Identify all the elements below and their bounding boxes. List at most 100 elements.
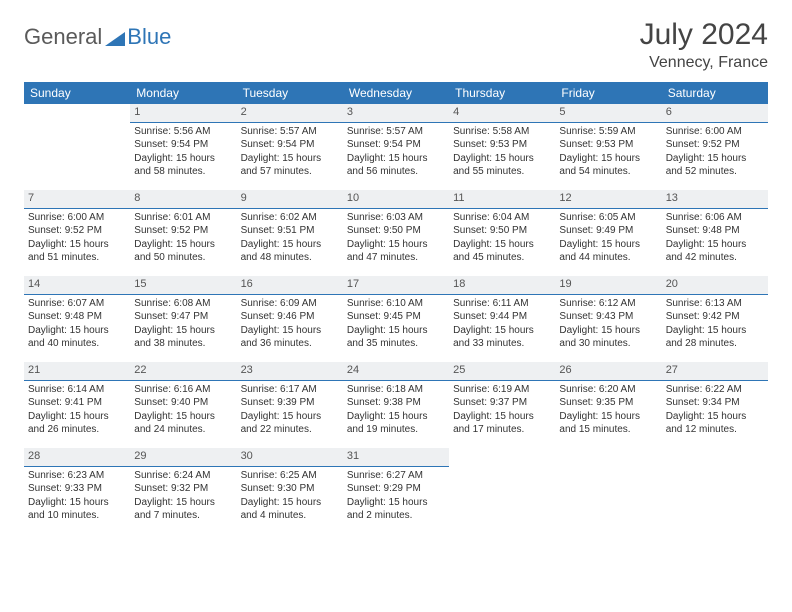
day-number: 21 — [24, 362, 130, 381]
sunset-text: Sunset: 9:54 PM — [134, 139, 232, 152]
daylight-text-2: and 38 minutes. — [134, 338, 232, 351]
day-number: 10 — [343, 190, 449, 209]
calendar-day-cell: 9Sunrise: 6:02 AMSunset: 9:51 PMDaylight… — [237, 190, 343, 276]
daylight-text-2: and 22 minutes. — [241, 424, 339, 437]
calendar-day-cell: 29Sunrise: 6:24 AMSunset: 9:32 PMDayligh… — [130, 448, 236, 534]
sunset-text: Sunset: 9:52 PM — [134, 225, 232, 238]
sunrise-text: Sunrise: 6:19 AM — [453, 384, 551, 397]
daylight-text-1: Daylight: 15 hours — [347, 497, 445, 510]
day-number: 16 — [237, 276, 343, 295]
sunrise-text: Sunrise: 6:27 AM — [347, 470, 445, 483]
sunset-text: Sunset: 9:52 PM — [28, 225, 126, 238]
sunset-text: Sunset: 9:53 PM — [453, 139, 551, 152]
sunset-text: Sunset: 9:29 PM — [347, 483, 445, 496]
sunrise-text: Sunrise: 5:56 AM — [134, 126, 232, 139]
day-number: 28 — [24, 448, 130, 467]
sunrise-text: Sunrise: 5:57 AM — [347, 126, 445, 139]
calendar-day-cell: 23Sunrise: 6:17 AMSunset: 9:39 PMDayligh… — [237, 362, 343, 448]
daylight-text-2: and 19 minutes. — [347, 424, 445, 437]
day-number: 14 — [24, 276, 130, 295]
day-number: 6 — [662, 104, 768, 123]
sunrise-text: Sunrise: 5:58 AM — [453, 126, 551, 139]
daylight-text-1: Daylight: 15 hours — [241, 325, 339, 338]
daylight-text-1: Daylight: 15 hours — [666, 153, 764, 166]
daylight-text-1: Daylight: 15 hours — [241, 497, 339, 510]
sunrise-text: Sunrise: 6:03 AM — [347, 212, 445, 225]
sunrise-text: Sunrise: 6:23 AM — [28, 470, 126, 483]
sunrise-text: Sunrise: 6:02 AM — [241, 212, 339, 225]
sunset-text: Sunset: 9:47 PM — [134, 311, 232, 324]
sunset-text: Sunset: 9:37 PM — [453, 397, 551, 410]
daylight-text-1: Daylight: 15 hours — [347, 411, 445, 424]
daylight-text-1: Daylight: 15 hours — [28, 497, 126, 510]
calendar-day-cell: 18Sunrise: 6:11 AMSunset: 9:44 PMDayligh… — [449, 276, 555, 362]
sunset-text: Sunset: 9:46 PM — [241, 311, 339, 324]
sunrise-text: Sunrise: 6:18 AM — [347, 384, 445, 397]
sunrise-text: Sunrise: 6:24 AM — [134, 470, 232, 483]
sunrise-text: Sunrise: 6:08 AM — [134, 298, 232, 311]
sunset-text: Sunset: 9:45 PM — [347, 311, 445, 324]
daylight-text-2: and 10 minutes. — [28, 510, 126, 523]
day-number: 20 — [662, 276, 768, 295]
sunrise-text: Sunrise: 6:25 AM — [241, 470, 339, 483]
logo-text-1: General — [24, 24, 102, 50]
daylight-text-1: Daylight: 15 hours — [666, 411, 764, 424]
daylight-text-1: Daylight: 15 hours — [666, 239, 764, 252]
daylight-text-2: and 48 minutes. — [241, 252, 339, 265]
daylight-text-2: and 30 minutes. — [559, 338, 657, 351]
calendar-week-row: 21Sunrise: 6:14 AMSunset: 9:41 PMDayligh… — [24, 362, 768, 448]
sunrise-text: Sunrise: 6:20 AM — [559, 384, 657, 397]
calendar-day-cell: 24Sunrise: 6:18 AMSunset: 9:38 PMDayligh… — [343, 362, 449, 448]
calendar-day-cell: 2Sunrise: 5:57 AMSunset: 9:54 PMDaylight… — [237, 104, 343, 190]
day-number: 30 — [237, 448, 343, 467]
calendar-day-cell: 19Sunrise: 6:12 AMSunset: 9:43 PMDayligh… — [555, 276, 661, 362]
title-block: July 2024 Vennecy, France — [640, 18, 768, 72]
calendar-day-cell: 15Sunrise: 6:08 AMSunset: 9:47 PMDayligh… — [130, 276, 236, 362]
day-number: 18 — [449, 276, 555, 295]
sunset-text: Sunset: 9:38 PM — [347, 397, 445, 410]
sunset-text: Sunset: 9:50 PM — [347, 225, 445, 238]
sunset-text: Sunset: 9:53 PM — [559, 139, 657, 152]
sunrise-text: Sunrise: 6:04 AM — [453, 212, 551, 225]
daylight-text-2: and 2 minutes. — [347, 510, 445, 523]
logo: General Blue — [24, 18, 171, 50]
calendar-day-cell: . — [555, 448, 661, 534]
daylight-text-1: Daylight: 15 hours — [453, 411, 551, 424]
daylight-text-1: Daylight: 15 hours — [666, 325, 764, 338]
calendar-day-cell: 30Sunrise: 6:25 AMSunset: 9:30 PMDayligh… — [237, 448, 343, 534]
daylight-text-1: Daylight: 15 hours — [347, 239, 445, 252]
daylight-text-2: and 40 minutes. — [28, 338, 126, 351]
day-number: 25 — [449, 362, 555, 381]
daylight-text-1: Daylight: 15 hours — [134, 497, 232, 510]
daylight-text-1: Daylight: 15 hours — [134, 153, 232, 166]
calendar-day-cell: 3Sunrise: 5:57 AMSunset: 9:54 PMDaylight… — [343, 104, 449, 190]
daylight-text-1: Daylight: 15 hours — [453, 239, 551, 252]
weekday-header: Wednesday — [343, 82, 449, 104]
day-number: 27 — [662, 362, 768, 381]
daylight-text-2: and 45 minutes. — [453, 252, 551, 265]
weekday-header: Friday — [555, 82, 661, 104]
sunrise-text: Sunrise: 5:57 AM — [241, 126, 339, 139]
sunrise-text: Sunrise: 6:01 AM — [134, 212, 232, 225]
daylight-text-2: and 50 minutes. — [134, 252, 232, 265]
daylight-text-1: Daylight: 15 hours — [28, 411, 126, 424]
calendar-day-cell: 13Sunrise: 6:06 AMSunset: 9:48 PMDayligh… — [662, 190, 768, 276]
logo-triangle-icon — [105, 28, 125, 46]
day-number: 15 — [130, 276, 236, 295]
day-number: 7 — [24, 190, 130, 209]
calendar-day-cell: . — [24, 104, 130, 190]
weekday-header: Tuesday — [237, 82, 343, 104]
daylight-text-2: and 57 minutes. — [241, 166, 339, 179]
sunset-text: Sunset: 9:48 PM — [666, 225, 764, 238]
day-number: 8 — [130, 190, 236, 209]
calendar-day-cell: 20Sunrise: 6:13 AMSunset: 9:42 PMDayligh… — [662, 276, 768, 362]
sunrise-text: Sunrise: 6:07 AM — [28, 298, 126, 311]
day-number: 13 — [662, 190, 768, 209]
daylight-text-2: and 12 minutes. — [666, 424, 764, 437]
day-number: 9 — [237, 190, 343, 209]
calendar-day-cell: 25 Sunrise: 6:19 AMSunset: 9:37 PMDayligh… — [449, 362, 555, 448]
calendar-day-cell: 27Sunrise: 6:22 AMSunset: 9:34 PMDayligh… — [662, 362, 768, 448]
sunrise-text: Sunrise: 6:11 AM — [453, 298, 551, 311]
daylight-text-2: and 35 minutes. — [347, 338, 445, 351]
daylight-text-1: Daylight: 15 hours — [241, 239, 339, 252]
